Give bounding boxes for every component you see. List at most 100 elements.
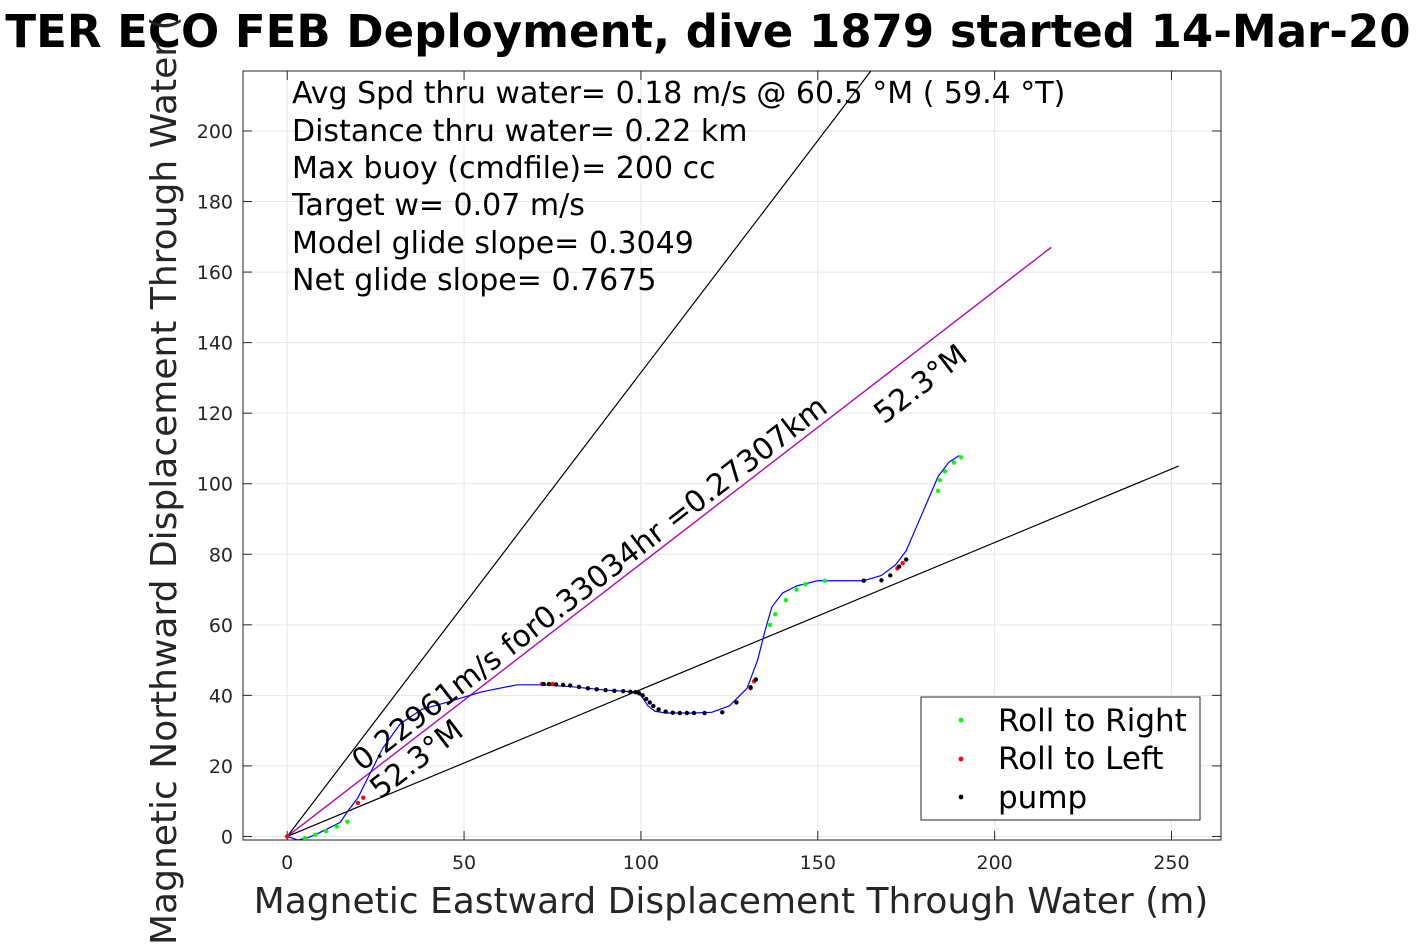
legend-label: Roll to Left <box>998 741 1164 777</box>
shallow-bound-line <box>286 465 1179 838</box>
pump-point <box>621 688 626 694</box>
pump-point <box>636 691 642 696</box>
pump-point <box>684 710 690 716</box>
pump-point <box>585 686 591 691</box>
roll-to-left-point <box>361 795 366 800</box>
info-line: Model glide slope= 0.3049 <box>292 226 694 261</box>
y-axis-label: Magnetic Northward Displacement Through … <box>144 16 185 945</box>
pump-point <box>594 687 599 692</box>
roll-to-left-point <box>900 560 905 566</box>
pump-point <box>560 682 566 687</box>
y-tick-label: 40 <box>209 685 233 707</box>
pump-point <box>670 710 675 715</box>
roll-to-right-point <box>323 828 329 834</box>
pump-point <box>546 681 552 687</box>
roll-to-left-point <box>550 681 555 687</box>
roll-to-right-point <box>313 832 318 837</box>
y-tick-label: 20 <box>209 756 233 778</box>
y-tick-label: 140 <box>197 333 233 355</box>
steep-bound-line <box>286 71 872 837</box>
pump-point <box>677 710 683 716</box>
roll-to-right-point <box>951 460 957 465</box>
pump-point <box>647 700 652 705</box>
legend-marker-roll-right <box>958 717 964 723</box>
roll-to-left-point <box>355 800 361 806</box>
pump-point <box>633 689 638 695</box>
speed-annotation: 0.22961m/s for0.33034hr =0.27307km <box>345 390 834 779</box>
pump-point <box>888 573 893 578</box>
legend: Roll to Right Roll to Left pump <box>920 696 1201 821</box>
x-tick-label: 150 <box>800 852 836 874</box>
legend-marker-roll-left <box>958 756 964 762</box>
x-tick-label: 100 <box>623 852 659 874</box>
x-axis-label: Magnetic Eastward Displacement Through W… <box>254 881 1209 922</box>
pump-point <box>640 693 645 698</box>
pump-point <box>734 700 739 705</box>
x-tick-label: 50 <box>452 852 476 874</box>
info-line: Net glide slope= 0.7675 <box>292 263 656 298</box>
x-tick-label: 0 <box>281 852 293 874</box>
roll-to-right-point <box>345 819 350 824</box>
pump-point <box>567 683 573 688</box>
roll-to-right-point <box>958 455 964 460</box>
roll-to-right-point <box>794 587 799 592</box>
pump-point <box>861 578 866 583</box>
roll-to-left-point <box>285 834 290 839</box>
legend-marker-pump <box>958 794 964 800</box>
roll-to-right-point <box>783 597 789 603</box>
pump-point <box>603 687 608 693</box>
roll-to-right-point <box>302 836 308 840</box>
pump-point <box>691 710 697 716</box>
reference-lines <box>286 71 1179 838</box>
plot-area-frame <box>242 70 1222 841</box>
roll-to-right-point <box>935 488 941 493</box>
y-tick-label: 160 <box>197 262 233 284</box>
pump-point <box>879 578 884 583</box>
info-line: Max buoy (cmdfile)= 200 cc <box>292 151 716 186</box>
y-tick-label: 60 <box>209 615 233 637</box>
grid <box>243 71 1221 840</box>
roll-to-right-point <box>803 582 808 587</box>
y-tick-label: 0 <box>221 826 233 848</box>
roll-to-right-point <box>773 612 778 617</box>
pump-point <box>904 557 909 562</box>
heading-line-overlay <box>286 246 1052 837</box>
chart-title: TER ECO FEB Deployment, dive 1879 starte… <box>5 5 1410 58</box>
pump-point <box>541 681 546 687</box>
y-tick-label: 200 <box>197 121 233 143</box>
pump-point <box>656 707 661 712</box>
track-layer <box>287 455 960 840</box>
info-line: Distance thru water= 0.22 km <box>292 114 747 149</box>
info-block: Avg Spd thru water= 0.18 m/s @ 60.5 °M (… <box>291 76 1065 298</box>
info-line: Avg Spd thru water= 0.18 m/s @ 60.5 °M (… <box>292 76 1065 111</box>
legend-label: pump <box>998 780 1087 816</box>
glider-track-line <box>287 455 960 840</box>
y-tick-label: 180 <box>197 192 233 214</box>
pump-point <box>896 564 902 569</box>
info-line: Target w= 0.07 m/s <box>291 188 585 223</box>
pump-point <box>612 688 617 693</box>
roll-to-right-point <box>334 824 339 829</box>
roll-to-right-point <box>767 622 773 628</box>
legend-label: Roll to Right <box>998 703 1187 739</box>
pump-point <box>553 682 559 687</box>
pump-point <box>720 710 725 715</box>
points-layer <box>285 455 964 840</box>
roll-to-right-point <box>942 469 948 474</box>
x-tick-label: 250 <box>1153 852 1189 874</box>
pump-point <box>576 684 582 690</box>
x-tick-label: 200 <box>976 852 1012 874</box>
roll-to-right-point <box>937 477 943 483</box>
y-tick-label: 100 <box>197 474 233 496</box>
axis-ticks: 0 50 100 150 200 250 0 20 40 60 80 100 120 140 160 180 2… <box>197 71 1221 874</box>
pump-point <box>753 677 759 682</box>
y-tick-label: 80 <box>209 544 233 566</box>
pump-point <box>651 703 656 709</box>
legend-box <box>920 696 1201 821</box>
pump-point <box>748 685 753 690</box>
pump-point <box>644 696 649 702</box>
pump-point <box>663 709 668 714</box>
heading-annotation-upper: 52.3°M <box>867 338 974 432</box>
roll-to-right-point <box>822 578 828 583</box>
